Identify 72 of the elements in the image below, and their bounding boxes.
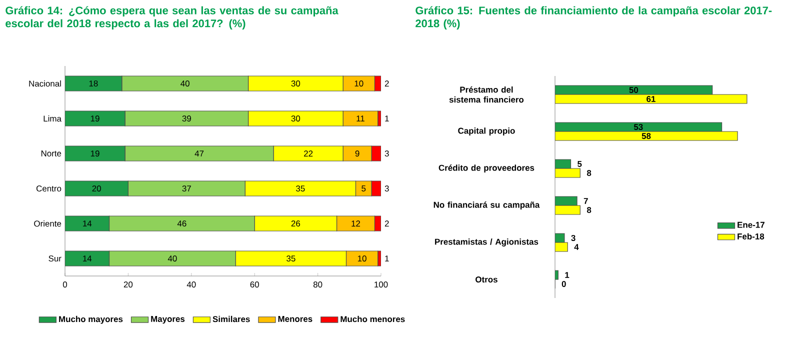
data-label: 8 — [586, 170, 592, 176]
y-tick-label: Centro — [36, 186, 62, 192]
x-tick-label: 40 — [186, 282, 196, 288]
data-label: 50 — [629, 87, 638, 93]
data-label: 1 — [385, 256, 389, 262]
y-tick-label: Lima — [44, 115, 62, 122]
data-label: 53 — [634, 124, 643, 130]
data-label: 40 — [168, 256, 177, 262]
x-tick-label: 60 — [250, 282, 259, 288]
data-label: 19 — [90, 116, 100, 122]
bar — [65, 146, 126, 162]
data-label: 11 — [356, 116, 364, 122]
data-label: 3 — [384, 150, 389, 156]
legend-label: Feb-18 — [738, 233, 764, 240]
chart-title: Gráfico 14: ¿Cómo espera que sean las ventas de su campaña escolar del 2018 respecto a las del 2017? (%) — [6, 6, 338, 30]
y-tick-label: Otros — [476, 276, 498, 282]
data-label: 26 — [291, 220, 300, 226]
chart-title: Gráfico 15: Fuentes de financiamiento de la campaña escolar 2017-2018 (%) — [416, 6, 772, 30]
legend-label: Ene-17 — [738, 222, 764, 228]
x-tick-label: 20 — [124, 282, 133, 288]
bar — [65, 180, 128, 196]
data-label: 39 — [182, 116, 191, 122]
y-tick-label: Préstamo del sistema financiero — [449, 86, 524, 103]
data-label: 14 — [83, 220, 92, 226]
data-label: 30 — [291, 116, 300, 122]
legend-label: Mucho mayores — [59, 316, 123, 324]
x-tick-label: 0 — [62, 282, 68, 288]
data-label: 22 — [304, 150, 313, 156]
y-tick-label: Nacional — [29, 80, 61, 87]
data-label: 3 — [384, 186, 389, 192]
y-tick-label: Sur — [48, 256, 62, 262]
data-label: 58 — [642, 133, 651, 139]
data-label: 7 — [584, 198, 588, 204]
y-tick-label: Prestamistas / Agionistas — [435, 238, 538, 246]
y-tick-label: Capital propio — [458, 128, 515, 136]
data-label: 19 — [90, 150, 100, 156]
legend-label: Mucho menores — [340, 316, 405, 322]
data-label: 5 — [578, 161, 582, 167]
data-label: 47 — [194, 150, 204, 156]
data-label: 30 — [291, 80, 300, 86]
data-label: 61 — [646, 96, 656, 102]
y-tick-label: Oriente — [34, 220, 62, 227]
data-label: 35 — [286, 256, 296, 262]
bar — [65, 110, 126, 126]
bar — [65, 76, 122, 92]
data-label: 18 — [89, 80, 98, 86]
data-label: 1 — [385, 116, 389, 122]
data-label: 35 — [296, 186, 305, 192]
data-label: 12 — [352, 220, 360, 226]
data-label: 20 — [92, 186, 101, 192]
data-label: 9 — [355, 150, 360, 156]
data-label: 8 — [586, 207, 592, 213]
data-label: 46 — [177, 220, 186, 226]
data-label: 10 — [358, 256, 366, 262]
y-tick-label: Crédito de proveedores — [438, 164, 534, 172]
data-label: 40 — [180, 80, 190, 86]
legend-label: Mayores — [151, 316, 185, 324]
data-label: 3 — [571, 235, 576, 242]
data-label: 4 — [574, 244, 579, 250]
data-label: 14 — [83, 256, 92, 262]
data-label: 10 — [354, 80, 364, 86]
data-label: 1 — [565, 272, 570, 278]
data-label: 2 — [384, 220, 389, 226]
legend-label: Menores — [278, 316, 312, 322]
y-tick-label: Norte — [41, 150, 62, 156]
data-label: 5 — [362, 186, 366, 192]
y-tick-label: No financiará su campaña — [434, 202, 540, 210]
legend-label: Similares — [212, 316, 250, 322]
x-tick-label: 100 — [374, 282, 388, 288]
x-tick-label: 80 — [313, 282, 322, 288]
data-label: 2 — [384, 80, 389, 86]
data-label: 37 — [182, 186, 191, 192]
